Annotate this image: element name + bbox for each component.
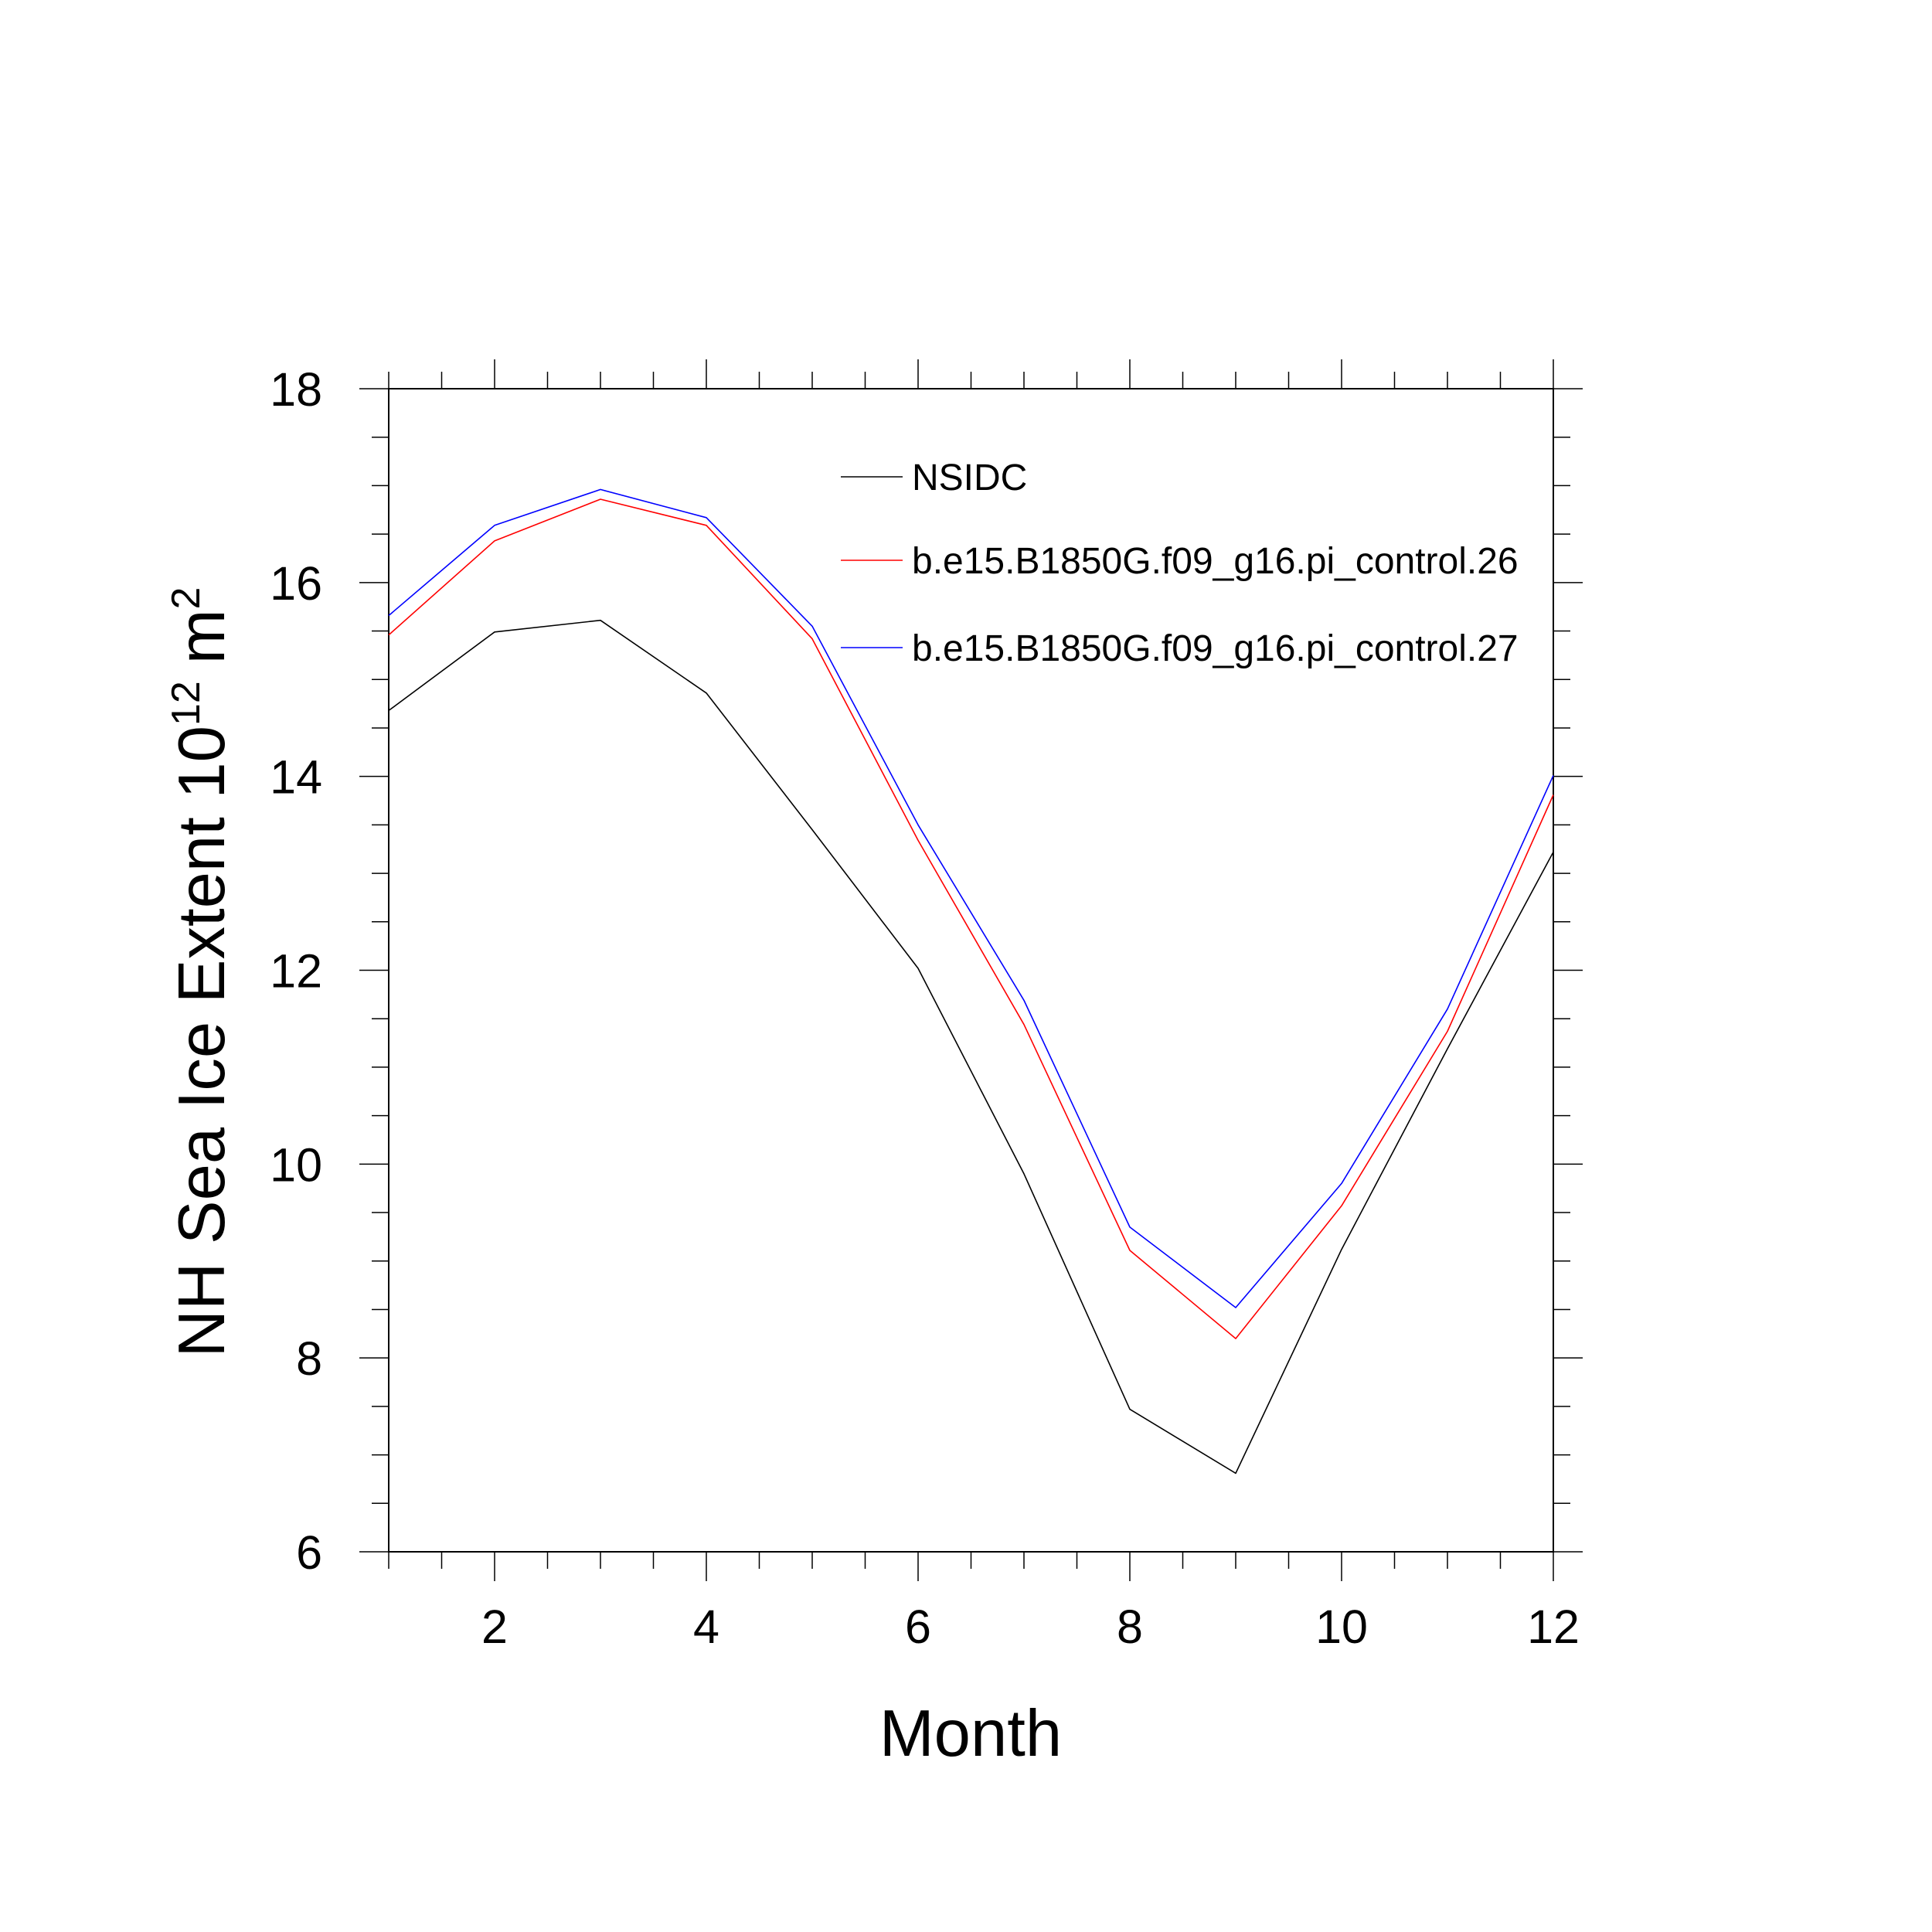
x-tick-label: 2 xyxy=(481,1600,508,1653)
y-tick-label: 14 xyxy=(270,751,322,804)
legend-label: b.e15.B1850G.f09_g16.pi_control.27 xyxy=(912,628,1519,669)
x-tick-label: 12 xyxy=(1527,1600,1580,1653)
series-lines xyxy=(388,488,1554,1475)
axis-ticks xyxy=(359,359,1583,1581)
x-tick-label: 6 xyxy=(905,1600,931,1653)
x-tick-labels: 2 4 6 8 10 12 xyxy=(481,1600,1580,1653)
y-axis-title: NH Sea Ice Extent 1012 m2 xyxy=(164,587,239,1358)
y-tick-label: 12 xyxy=(270,945,322,998)
series-line-3 xyxy=(388,488,1554,1308)
x-tick-label: 8 xyxy=(1117,1600,1143,1653)
series-line-1 xyxy=(388,619,1554,1475)
y-tick-label: 16 xyxy=(270,557,322,610)
x-tick-label: 4 xyxy=(693,1600,719,1653)
y-tick-label: 18 xyxy=(270,363,322,416)
y-tick-labels: 6 8 10 12 14 16 18 xyxy=(270,363,322,1579)
y-axis-title-exponent: 12 xyxy=(164,681,209,726)
legend-label: NSIDC xyxy=(912,457,1027,498)
x-tick-label: 10 xyxy=(1315,1600,1368,1653)
series-line-2 xyxy=(388,498,1554,1339)
y-axis-title-text: NH Sea Ice Extent 10 xyxy=(165,726,239,1357)
y-axis-title-unit-exponent: 2 xyxy=(164,587,209,610)
x-axis-title: Month xyxy=(879,1697,1062,1770)
legend-label: b.e15.B1850G.f09_g16.pi_control.26 xyxy=(912,541,1519,582)
y-tick-label: 8 xyxy=(296,1332,322,1385)
y-tick-label: 6 xyxy=(296,1526,322,1579)
legend: NSIDC b.e15.B1850G.f09_g16.pi_control.26b… xyxy=(841,457,1519,669)
y-axis-title-unit: m xyxy=(165,609,239,664)
y-tick-label: 10 xyxy=(270,1138,322,1191)
